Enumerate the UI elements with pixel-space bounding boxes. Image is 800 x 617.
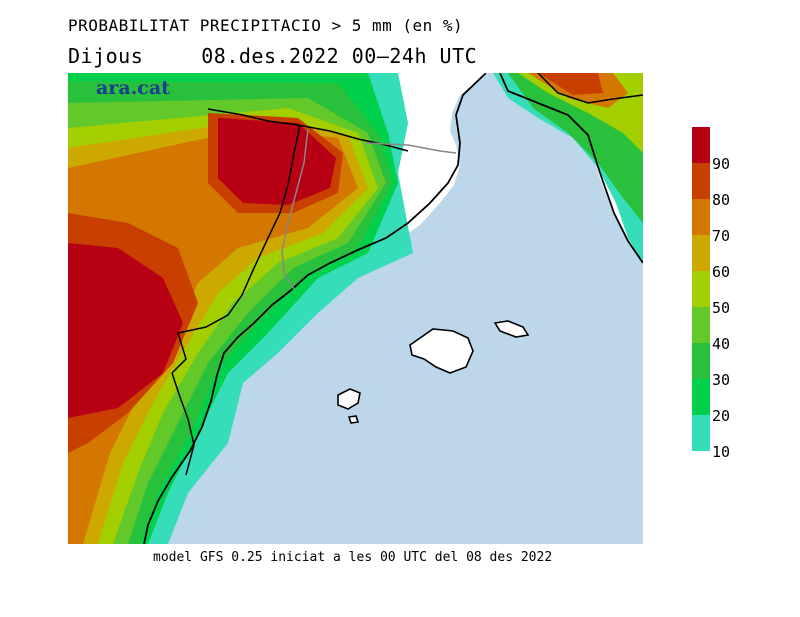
- legend-label-20: 20: [712, 407, 731, 425]
- legend-swatch-60: [692, 235, 710, 271]
- legend-swatch-50: [692, 271, 710, 307]
- legend-label-10: 10: [712, 443, 731, 461]
- precip-west: [68, 73, 413, 544]
- provence-border: [537, 73, 643, 104]
- legend-label-50: 50: [712, 299, 731, 317]
- precip-northeast: [493, 73, 643, 263]
- legend-label-40: 40: [712, 335, 731, 353]
- valencia-border: [171, 372, 195, 476]
- formentera-island: [347, 415, 360, 424]
- legend-swatch-90: [692, 127, 710, 163]
- aragon-catalonia-border: [171, 124, 301, 374]
- legend-label-60: 60: [712, 263, 731, 281]
- map-subtitle: Dijous 08.des.2022 00–24h UTC: [68, 44, 477, 68]
- legend-label-70: 70: [712, 227, 731, 245]
- ibiza-island: [337, 388, 361, 410]
- menorca-island: [493, 320, 530, 338]
- day-label: Dijous: [68, 44, 144, 68]
- legend-label-90: 90: [712, 155, 731, 173]
- legend-swatch-40: [692, 307, 710, 343]
- map-title: PROBABILITAT PRECIPITACIO > 5 mm (en %): [68, 16, 464, 35]
- legend-label-80: 80: [712, 191, 731, 209]
- coastline: [143, 73, 487, 544]
- ara-cat-logo: ara.cat: [96, 77, 170, 99]
- legend-swatch-30: [692, 343, 710, 379]
- legend-swatch-10: [692, 415, 710, 451]
- probability-legend: [692, 127, 710, 451]
- legend-swatch-80: [692, 163, 710, 199]
- model-footer: model GFS 0.25 iniciat a les 00 UTC del …: [153, 550, 553, 565]
- precipitation-map: ara.cat: [68, 73, 643, 544]
- coastline-provence: [499, 73, 643, 264]
- map-canvas: [68, 73, 643, 544]
- provincial-border: [281, 128, 457, 290]
- date-range-label: 08.des.2022 00–24h UTC: [201, 44, 478, 68]
- legend-label-30: 30: [712, 371, 731, 389]
- legend-swatch-70: [692, 199, 710, 235]
- legend-swatch-20: [692, 379, 710, 415]
- mallorca-island: [409, 328, 474, 374]
